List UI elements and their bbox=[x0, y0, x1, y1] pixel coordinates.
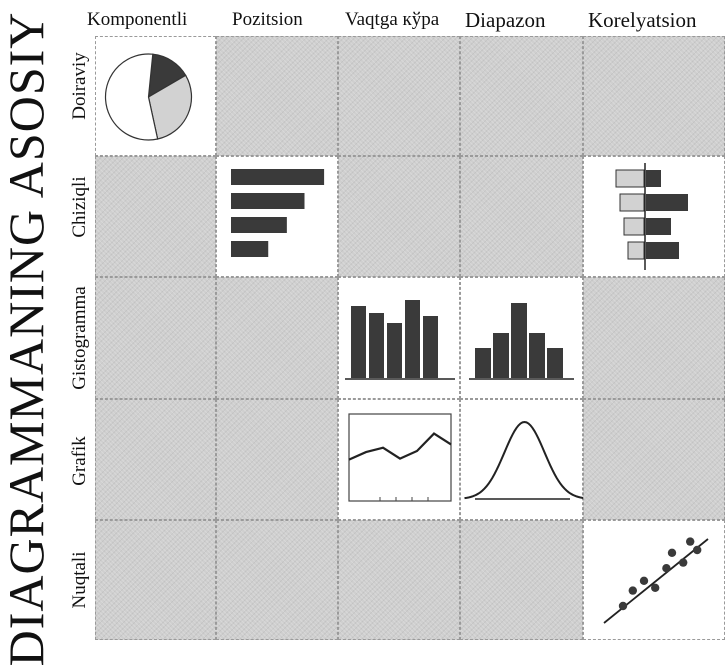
matrix-cell-0-2 bbox=[338, 36, 460, 156]
matrix-cell-1-3 bbox=[460, 156, 583, 277]
row-header-chiziqli: Chiziqli bbox=[69, 176, 90, 238]
matrix-cell-0-4 bbox=[583, 36, 725, 156]
time-bar-2 bbox=[387, 323, 402, 378]
matrix-cell-1-0 bbox=[95, 156, 216, 277]
row-header-nuqtali: Nuqtali bbox=[69, 551, 90, 609]
scatter-point-6 bbox=[679, 558, 688, 567]
line-chart-icon bbox=[348, 413, 452, 502]
hbar-1 bbox=[231, 193, 305, 209]
range-bar-3 bbox=[529, 333, 545, 378]
corr-left-bar-3 bbox=[627, 241, 645, 260]
corr-left-bar-0 bbox=[615, 169, 645, 188]
scatter-point-4 bbox=[662, 564, 671, 573]
corr-left-bar-2 bbox=[623, 217, 645, 236]
pie-slice-1 bbox=[147, 74, 193, 140]
matrix-cell-2-2 bbox=[338, 277, 460, 399]
corr-right-bar-1 bbox=[646, 194, 688, 211]
scatter-point-3 bbox=[651, 583, 660, 592]
scatter-point-1 bbox=[628, 586, 637, 595]
matrix-cell-4-0 bbox=[95, 520, 216, 640]
matrix-cell-1-2 bbox=[338, 156, 460, 277]
chart-type-matrix bbox=[95, 36, 725, 640]
matrix-cell-0-3 bbox=[460, 36, 583, 156]
scatter-trend-line bbox=[603, 538, 709, 624]
corr-right-bar-2 bbox=[646, 218, 671, 235]
correlation-bar-chart-icon bbox=[615, 163, 688, 270]
matrix-cell-2-1 bbox=[216, 277, 338, 399]
corr-right-bar-0 bbox=[646, 170, 661, 187]
scatter-point-5 bbox=[667, 548, 677, 557]
corr-right-bar-3 bbox=[646, 242, 679, 259]
pie-slice-2 bbox=[104, 53, 159, 141]
line-series bbox=[348, 432, 452, 461]
bar-chart-icon bbox=[345, 300, 455, 380]
hbar-0 bbox=[231, 169, 325, 185]
diagram-main-title-container: DIAGRAMMANING ASOSIY bbox=[0, 12, 54, 666]
matrix-cell-4-2 bbox=[338, 520, 460, 640]
matrix-cell-1-4 bbox=[583, 156, 725, 277]
scatter-point-0 bbox=[618, 601, 628, 611]
matrix-cell-2-3 bbox=[460, 277, 583, 399]
time-bar-4 bbox=[423, 316, 438, 378]
row-header-doiraviy: Doiraviy bbox=[69, 52, 90, 120]
column-header-korelyatsion: Korelyatsion bbox=[588, 8, 697, 32]
hbar-3 bbox=[231, 241, 269, 257]
range-bar-0 bbox=[475, 348, 491, 378]
line-chart-frame bbox=[348, 413, 452, 502]
time-bar-3 bbox=[405, 300, 420, 378]
matrix-cell-3-3 bbox=[460, 399, 584, 520]
matrix-cell-0-1 bbox=[216, 36, 338, 156]
hbar-2 bbox=[231, 217, 287, 233]
scatter-point-7 bbox=[686, 537, 695, 546]
matrix-cell-3-2 bbox=[338, 399, 460, 520]
matrix-cell-2-0 bbox=[95, 277, 216, 399]
matrix-cell-3-4 bbox=[583, 399, 725, 520]
matrix-cell-0-0 bbox=[95, 36, 216, 156]
time-bar-0 bbox=[351, 306, 366, 378]
diagram-main-title: DIAGRAMMANING ASOSIY bbox=[0, 11, 54, 666]
matrix-cell-3-1 bbox=[216, 399, 338, 520]
matrix-cell-4-4 bbox=[583, 520, 725, 640]
bell-curve-line bbox=[464, 420, 584, 500]
corr-left-bar-1 bbox=[619, 193, 645, 212]
hbar-chart-icon bbox=[231, 169, 325, 257]
column-header-pozitsion: Pozitsion bbox=[232, 9, 303, 30]
histogram-chart-icon bbox=[469, 303, 574, 380]
column-header-vaqtga: Vaqtga кўра bbox=[345, 9, 440, 30]
matrix-cell-4-3 bbox=[460, 520, 583, 640]
range-bar-4 bbox=[547, 348, 563, 378]
range-bar-1 bbox=[493, 333, 509, 378]
matrix-cell-4-1 bbox=[216, 520, 338, 640]
bell-curve-chart-icon bbox=[464, 420, 584, 500]
range-bar-2 bbox=[511, 303, 527, 378]
scatter-chart-icon bbox=[603, 537, 709, 624]
matrix-cell-2-4 bbox=[583, 277, 725, 399]
row-header-grafik: Grafik bbox=[69, 436, 90, 486]
matrix-cell-1-1 bbox=[216, 156, 338, 277]
matrix-cell-3-0 bbox=[95, 399, 216, 520]
time-bar-1 bbox=[369, 313, 384, 378]
scatter-point-8 bbox=[693, 545, 702, 555]
column-header-komponentli: Komponentli bbox=[87, 9, 188, 30]
row-header-gistogramma: Gistogramma bbox=[69, 286, 90, 390]
pie-chart-icon bbox=[104, 53, 193, 141]
column-header-diapazon: Diapazon bbox=[465, 8, 546, 32]
scatter-point-2 bbox=[639, 576, 649, 585]
